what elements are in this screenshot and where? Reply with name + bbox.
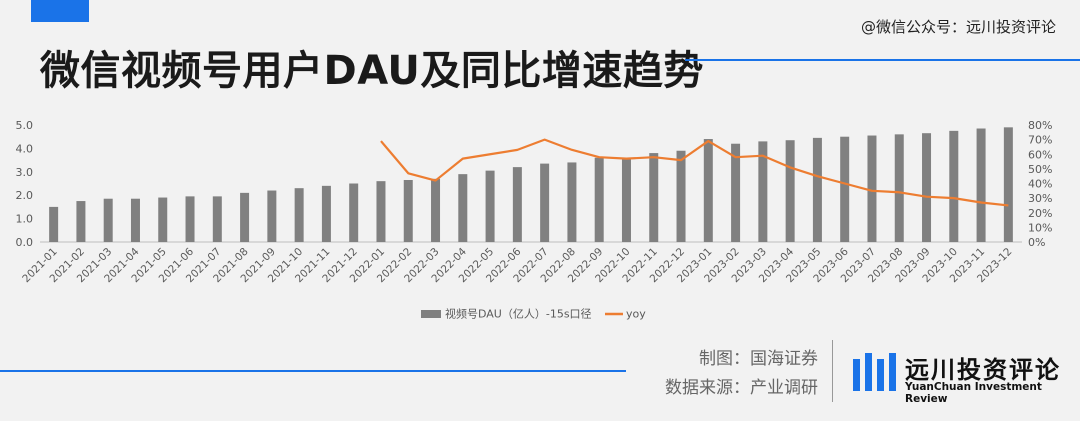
- right-axis-tick-label: 60%: [1028, 148, 1052, 161]
- dau-bar: [185, 196, 195, 242]
- dau-bar: [1003, 127, 1013, 242]
- dau-bar: [867, 135, 877, 242]
- left-axis-tick-label: 1.0: [16, 213, 34, 226]
- dau-bar: [294, 188, 304, 242]
- logo-chinese-text: 远川投资评论: [905, 356, 1061, 384]
- chart-maker-credit: 制图：国海证券: [699, 349, 818, 369]
- page-title: 微信视频号用户DAU及同比增速趋势: [40, 48, 704, 94]
- dau-bar: [403, 179, 413, 242]
- dau-bar: [594, 157, 604, 242]
- right-axis-tick-label: 40%: [1028, 178, 1052, 191]
- dau-bar: [621, 157, 631, 242]
- dau-bar: [130, 198, 140, 242]
- dau-bar: [894, 134, 904, 242]
- dau-bar: [676, 150, 686, 242]
- right-axis-tick-label: 10%: [1028, 221, 1052, 234]
- footer-separator: [832, 340, 833, 402]
- dau-yoy-chart: 0.0 1.0 2.0 3.0 4.0 5.0 0% 10%20% 30%40% 50% 60%70…: [16, 119, 1053, 321]
- dau-bar: [812, 137, 822, 242]
- left-axis-tick-label: 4.0: [16, 142, 34, 155]
- right-axis-tick-label: 30%: [1028, 192, 1052, 205]
- right-axis-tick-label: 70%: [1028, 134, 1052, 147]
- logo-english-text: YuanChuan Investment Review: [905, 381, 1042, 405]
- dau-bar: [976, 128, 986, 242]
- dau-bar: [731, 143, 741, 242]
- dau-bar: [485, 170, 495, 242]
- dau-bar: [458, 174, 468, 242]
- dau-bar: [76, 201, 86, 242]
- dau-bar: [512, 167, 522, 242]
- footer-divider: [0, 370, 626, 372]
- dau-bar: [431, 178, 441, 242]
- yuanchuan-logo-icon: [853, 353, 896, 391]
- dau-bar: [212, 196, 222, 242]
- dau-bar: [321, 185, 331, 242]
- dau-bar: [103, 198, 113, 242]
- dau-bar: [240, 192, 250, 242]
- title-divider: [685, 59, 1080, 61]
- legend-line-label: yoy: [626, 308, 646, 321]
- legend-bar-swatch: [421, 310, 441, 318]
- top-accent-bar: [31, 0, 89, 22]
- dau-bar: [49, 206, 59, 242]
- right-axis-tick-label: 80%: [1028, 119, 1052, 132]
- dau-bar: [349, 183, 359, 242]
- left-axis-tick-label: 5.0: [16, 119, 34, 132]
- left-axis-tick-label: 0.0: [16, 236, 34, 249]
- right-axis-tick-label: 20%: [1028, 207, 1052, 220]
- data-source-credit: 数据来源：产业调研: [665, 378, 818, 398]
- left-axis-tick-label: 3.0: [16, 166, 34, 179]
- dau-bar: [758, 141, 768, 242]
- dau-bar: [649, 153, 659, 242]
- dau-bar: [949, 130, 959, 242]
- dau-bar: [376, 181, 386, 242]
- yoy-line: [380, 138, 1009, 207]
- dau-bar: [703, 139, 713, 242]
- legend-bar-label: 视频号DAU（亿人）-15s口径: [445, 307, 592, 321]
- dau-bar: [785, 140, 795, 242]
- left-axis-tick-label: 2.0: [16, 189, 34, 202]
- right-axis-tick-label: 50%: [1028, 163, 1052, 176]
- dau-bar: [567, 162, 577, 242]
- dau-bar: [922, 133, 932, 242]
- right-axis-tick-label: 0%: [1028, 236, 1045, 249]
- watermark: @微信公众号：远川投资评论: [860, 18, 1056, 36]
- dau-bar: [158, 197, 168, 242]
- dau-bar: [267, 190, 277, 242]
- dau-bar: [540, 163, 550, 242]
- dau-bar: [840, 136, 850, 242]
